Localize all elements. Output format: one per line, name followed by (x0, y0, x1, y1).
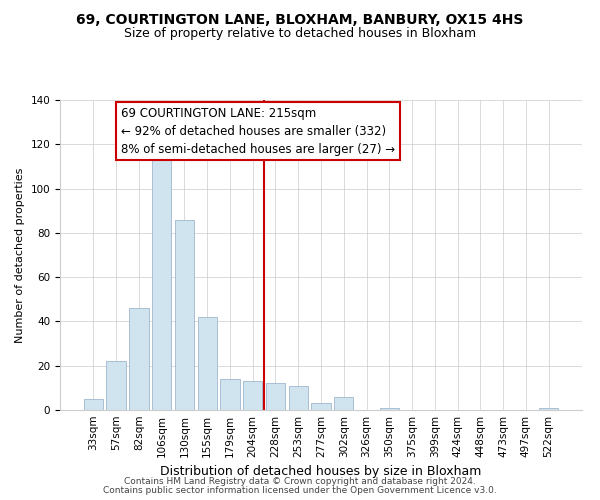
Bar (334, 396, 353, 410)
Text: Size of property relative to detached houses in Bloxham: Size of property relative to detached ho… (124, 28, 476, 40)
X-axis label: Distribution of detached houses by size in Bloxham: Distribution of detached houses by size … (160, 466, 482, 478)
Bar (289, 386, 308, 410)
Bar (539, 408, 558, 410)
Bar (129, 308, 149, 410)
Text: Contains public sector information licensed under the Open Government Licence v3: Contains public sector information licen… (103, 486, 497, 495)
Bar (266, 384, 285, 410)
Bar (152, 156, 172, 410)
Bar (380, 408, 399, 410)
Bar (311, 404, 331, 410)
Bar (197, 317, 217, 410)
Text: 69 COURTINGTON LANE: 215sqm
← 92% of detached houses are smaller (332)
8% of sem: 69 COURTINGTON LANE: 215sqm ← 92% of det… (121, 106, 395, 156)
Text: 69, COURTINGTON LANE, BLOXHAM, BANBURY, OX15 4HS: 69, COURTINGTON LANE, BLOXHAM, BANBURY, … (76, 12, 524, 26)
Bar (243, 381, 262, 410)
Bar (84, 399, 103, 410)
Bar (175, 220, 194, 410)
Bar (220, 379, 239, 410)
Text: Contains HM Land Registry data © Crown copyright and database right 2024.: Contains HM Land Registry data © Crown c… (124, 477, 476, 486)
Bar (106, 362, 126, 410)
Y-axis label: Number of detached properties: Number of detached properties (15, 168, 25, 342)
